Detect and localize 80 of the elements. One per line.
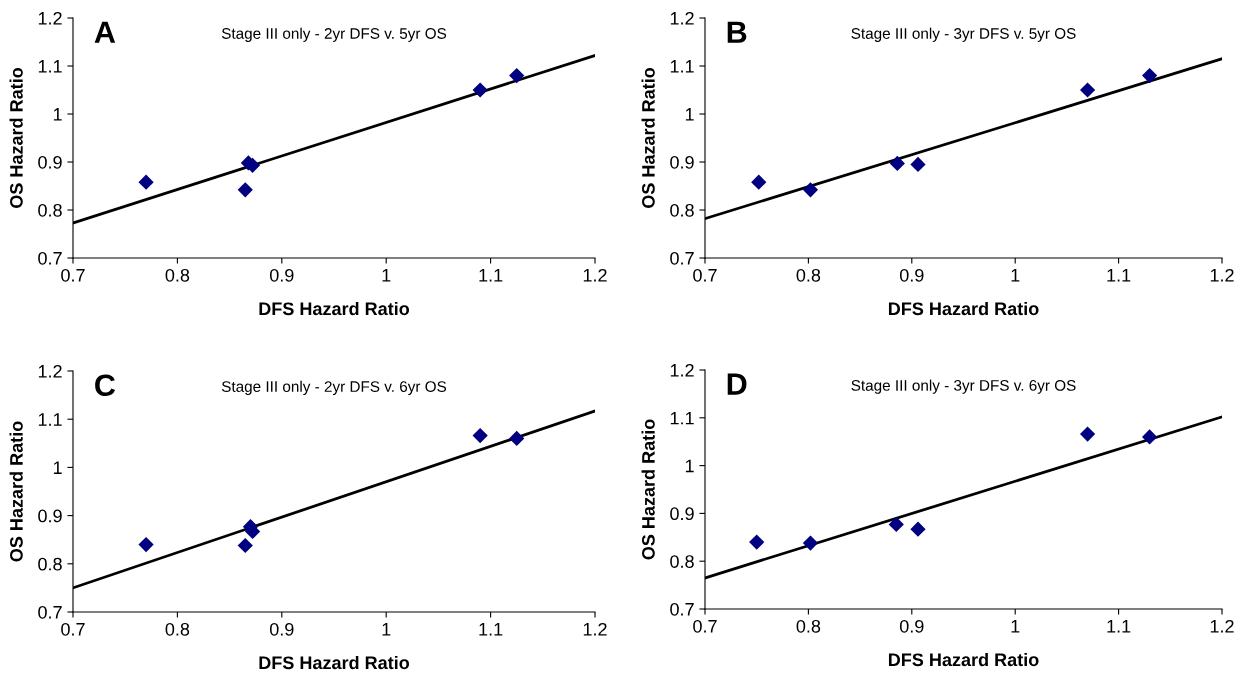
x-axis-title: DFS Hazard Ratio: [259, 301, 410, 316]
x-tick-label: 1: [382, 269, 391, 282]
text: Stage III only - 3yr DFS v. 5yr OS: [851, 27, 1076, 42]
x-tick-label: 1.1: [1107, 620, 1131, 633]
y-tick-label: 1.2: [670, 11, 694, 25]
point: [749, 534, 765, 550]
y-tick-label: 1: [685, 459, 694, 473]
y-tick-label: 0.7: [38, 251, 62, 265]
y-axis-title: OS Hazard Ratio: [9, 67, 23, 208]
point: [237, 537, 253, 554]
point: [889, 155, 905, 172]
y-tick-label: 0.9: [38, 509, 62, 523]
point: [1079, 426, 1096, 442]
y-tick-label: 0.8: [670, 203, 694, 217]
annotation: A: [94, 21, 116, 43]
y-tick-label: 1.2: [670, 363, 694, 377]
y-tick-label: 1.2: [38, 364, 62, 378]
x-tick-label: 0.8: [165, 622, 190, 636]
y-axis-title: OS Hazard Ratio: [9, 421, 23, 562]
x-axis-title: DFS Hazard Ratio: [888, 652, 1039, 667]
y-tick-label: 1: [53, 461, 62, 474]
y-axis-title: OS Hazard Ratio: [641, 419, 655, 560]
annotation: D: [727, 373, 747, 395]
x-tick-label: 0.9: [269, 622, 294, 636]
y-tick-label: 1.1: [670, 60, 694, 73]
text: Stage III only - 2yr DFS v. 6yr OS: [221, 380, 447, 395]
point: [888, 516, 904, 532]
y-tick-label: 0.7: [38, 605, 62, 619]
y-tick-label: 1.2: [38, 11, 62, 25]
x-tick-label: 1: [1011, 269, 1020, 282]
point: [802, 182, 819, 198]
point: [751, 174, 767, 190]
annotation: B: [727, 21, 747, 43]
point: [472, 427, 488, 444]
x-tick-label: 1.2: [1210, 268, 1234, 282]
x-tick-label: 1: [1011, 620, 1020, 633]
y-tick-label: 0.9: [38, 155, 62, 169]
text: Stage III only - 2yr DFS v. 5yr OS: [221, 27, 447, 42]
y-tick-label: 1: [685, 108, 694, 121]
point: [802, 535, 819, 551]
x-tick-label: 1.2: [1210, 619, 1234, 633]
x-tick-label: 1.1: [1107, 269, 1131, 282]
point: [237, 182, 253, 198]
x-tick-label: 0.9: [269, 268, 294, 282]
text: Stage III only - 3yr DFS v. 6yr OS: [851, 379, 1076, 394]
x-tick-label: 1.1: [479, 269, 503, 282]
point: [472, 82, 488, 98]
x-tick-label: 1.2: [583, 622, 607, 636]
point: [509, 430, 525, 447]
y-tick-label: 0.9: [670, 507, 694, 521]
y-tick-label: 0.8: [38, 203, 62, 217]
x-tick-label: 1.2: [583, 268, 607, 282]
annotation: C: [95, 374, 116, 397]
x-tick-label: 1: [382, 623, 391, 636]
point: [1142, 67, 1158, 84]
x-tick-label: 0.8: [796, 619, 821, 633]
x-axis-title: DFS Hazard Ratio: [888, 301, 1039, 316]
x-tick-label: 0.8: [165, 268, 190, 282]
y-tick-label: 0.8: [38, 557, 62, 571]
x-tick-label: 1.1: [479, 623, 503, 636]
point: [910, 521, 926, 537]
y-tick-label: 1.1: [670, 411, 694, 425]
y-tick-label: 0.9: [670, 155, 694, 169]
point: [509, 67, 525, 84]
point: [910, 156, 926, 173]
point: [138, 174, 154, 190]
point: [138, 536, 154, 553]
y-axis-title: OS Hazard Ratio: [641, 67, 655, 208]
y-tick-label: 1: [53, 108, 62, 121]
x-tick-label: 0.9: [899, 268, 924, 282]
x-tick-label: 0.9: [899, 619, 924, 633]
x-axis-title: DFS Hazard Ratio: [259, 655, 410, 670]
y-tick-label: 1.1: [38, 413, 62, 426]
x-tick-label: 0.8: [796, 268, 821, 282]
y-tick-label: 0.8: [670, 555, 694, 568]
y-tick-label: 0.7: [670, 251, 694, 265]
point: [1142, 429, 1158, 445]
point: [1079, 82, 1096, 98]
y-tick-label: 0.7: [670, 602, 694, 616]
y-tick-label: 1.1: [38, 60, 62, 73]
